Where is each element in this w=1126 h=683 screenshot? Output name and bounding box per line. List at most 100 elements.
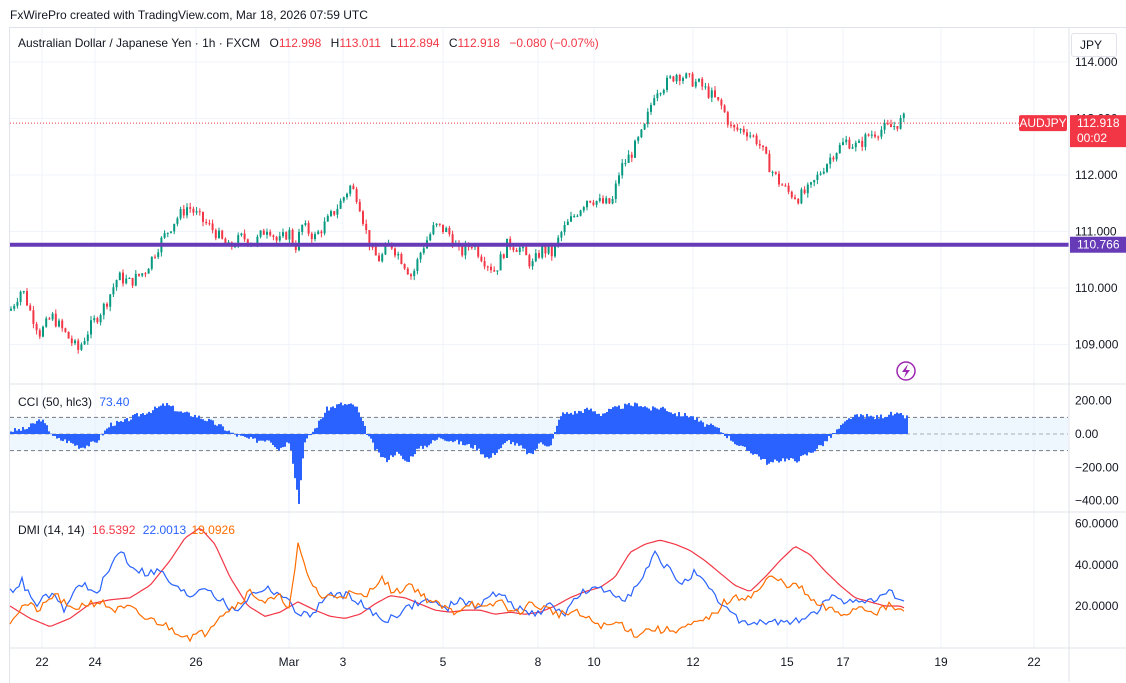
- cci-bar: [106, 428, 108, 434]
- symbol-label[interactable]: Australian Dollar / Japanese Yen · 1h · …: [18, 36, 261, 50]
- candle-body: [323, 221, 326, 234]
- currency-button[interactable]: JPY: [1071, 33, 1117, 57]
- cci-bar: [740, 434, 742, 446]
- candle-body: [80, 344, 83, 350]
- candle-body: [48, 318, 51, 320]
- cci-bar: [454, 434, 456, 442]
- cci-bar: [802, 434, 804, 456]
- candle-body: [806, 184, 809, 194]
- cci-bar: [712, 424, 714, 434]
- cci-bar: [850, 419, 852, 434]
- cci-bar: [282, 434, 284, 448]
- cci-bar: [34, 423, 36, 434]
- candle-body: [246, 239, 249, 245]
- cci-bar: [744, 434, 746, 447]
- cci-bar: [98, 434, 100, 441]
- cci-bar: [164, 405, 166, 434]
- cci-bar: [554, 431, 556, 434]
- cci-bar: [94, 434, 96, 443]
- cci-bar: [252, 434, 254, 439]
- cci-bar: [506, 434, 508, 442]
- cci-bar: [586, 407, 588, 434]
- candle-body: [237, 235, 240, 247]
- candle-body: [608, 198, 611, 204]
- dmi-name[interactable]: DMI (14, 14): [18, 523, 85, 537]
- cci-bar: [716, 427, 718, 434]
- candle-body: [493, 270, 496, 272]
- candle-body: [835, 153, 838, 160]
- cci-bar: [332, 406, 334, 434]
- cci-bar: [254, 434, 256, 439]
- cci-bar: [316, 427, 318, 434]
- cci-bar: [500, 434, 502, 449]
- cci-bar: [660, 407, 662, 434]
- candle-body: [746, 132, 748, 137]
- candle-body: [346, 193, 348, 198]
- candle-body: [899, 118, 902, 129]
- cci-bar: [218, 424, 220, 434]
- candle-body: [733, 124, 736, 128]
- cci-bar: [360, 417, 362, 434]
- cci-bar: [792, 434, 794, 459]
- cci-bar: [494, 434, 496, 455]
- cci-bar: [304, 434, 306, 443]
- candle-body: [269, 231, 272, 236]
- lightning-bolt-icon[interactable]: [896, 361, 916, 381]
- cci-bar: [246, 434, 248, 438]
- cci-bar: [594, 411, 596, 434]
- x-tick-label: 22: [1027, 655, 1041, 669]
- credit-text: FxWirePro created with TradingView.com, …: [10, 8, 368, 22]
- cci-bar: [286, 434, 288, 443]
- cci-bar: [102, 434, 104, 436]
- cci-bar: [800, 434, 802, 457]
- candle-body: [294, 244, 297, 251]
- cci-bar: [678, 412, 680, 434]
- candle-body: [672, 76, 675, 82]
- cci-bar: [718, 427, 720, 434]
- cci-bar: [222, 426, 224, 434]
- candle-body: [83, 340, 86, 345]
- candle-body: [547, 246, 550, 254]
- cci-bar: [766, 434, 768, 465]
- cci-bar: [708, 425, 710, 434]
- cci-bar: [826, 434, 828, 442]
- candle-body: [403, 264, 406, 269]
- cci-bar: [306, 434, 308, 439]
- cci-bar: [526, 434, 528, 455]
- candle-body: [189, 207, 192, 209]
- candle-body: [362, 211, 364, 224]
- dmi-minus-value: 19.0926: [191, 523, 235, 537]
- cci-bar: [318, 420, 320, 434]
- cci-bar: [430, 434, 432, 444]
- cci-bar: [200, 418, 202, 434]
- cci-bar: [128, 421, 130, 434]
- candle-body: [877, 136, 880, 138]
- cci-bar: [602, 413, 604, 434]
- cci-bar: [168, 405, 170, 434]
- cci-bar: [24, 429, 26, 434]
- high-label: H: [330, 36, 340, 50]
- candle-body: [522, 247, 524, 249]
- candle-body: [131, 277, 134, 286]
- cci-name[interactable]: CCI (50, hlc3): [18, 395, 93, 409]
- candle-body: [710, 90, 713, 98]
- candle-body: [550, 246, 553, 257]
- cci-bar: [104, 430, 106, 434]
- dmi-adx-value: 16.5392: [92, 523, 136, 537]
- cci-bar: [748, 434, 750, 451]
- cci-bar: [600, 415, 602, 434]
- cci-bar: [132, 415, 134, 434]
- cci-bar: [852, 417, 854, 434]
- cci-bar: [64, 434, 66, 440]
- cci-bar: [582, 412, 584, 434]
- cci-bar: [790, 434, 792, 459]
- candle-body: [592, 202, 595, 205]
- cci-bar: [874, 419, 876, 434]
- cci-bar: [150, 413, 152, 434]
- cci-bar: [830, 434, 832, 438]
- candle-body: [442, 224, 444, 233]
- cci-bar: [420, 434, 422, 446]
- candle-body: [45, 318, 48, 327]
- cci-bar: [476, 434, 478, 451]
